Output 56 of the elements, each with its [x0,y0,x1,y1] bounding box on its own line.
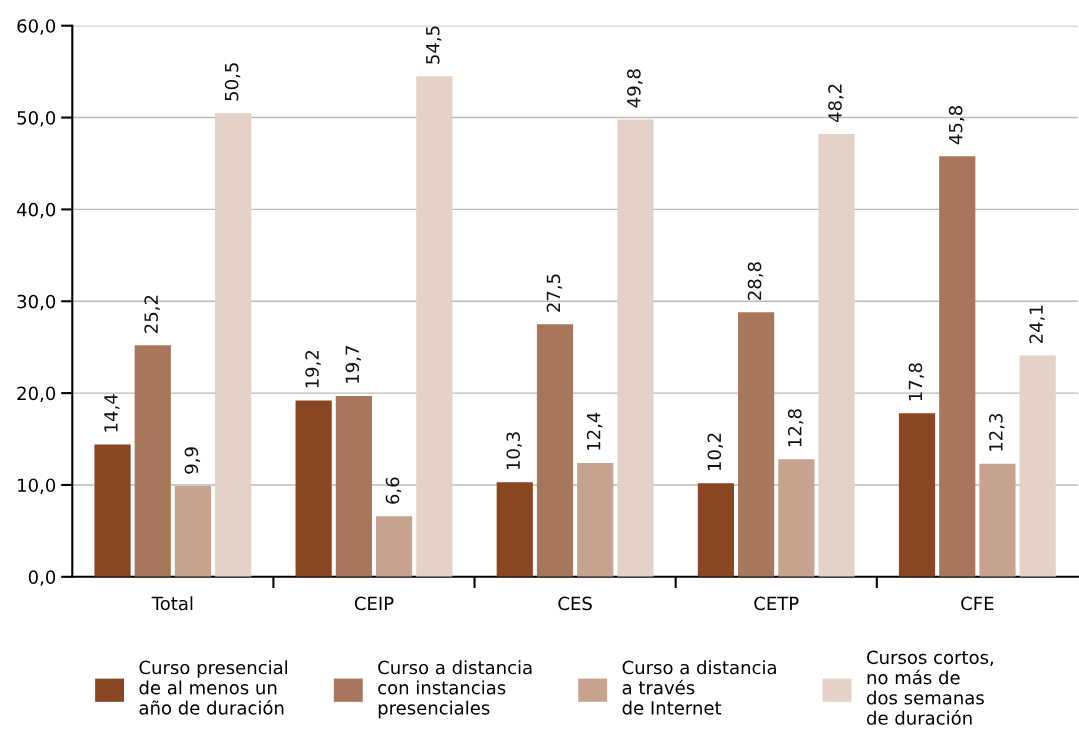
bar [94,444,131,577]
bar [778,459,815,577]
x-tick-label: CEIP [354,596,394,611]
bar [375,516,413,577]
data-label: 12,8 [787,409,804,447]
bar [335,395,372,577]
legend-label: Curso a distancia con instancias presenciales [378,660,532,719]
data-label: 25,2 [144,295,160,333]
bar [215,112,252,577]
x-tick-label: CFE [961,596,994,611]
data-label: 28,8 [747,262,764,300]
bar [697,483,734,577]
y-tick-label: 50,0 [17,111,56,127]
data-label: 10,3 [506,432,522,470]
bar [577,462,614,577]
data-label: 48,2 [828,84,844,123]
bar [536,324,574,577]
data-label: 12,3 [989,413,1005,451]
x-tick-label: Total [151,596,193,611]
data-label: 6,6 [385,477,402,504]
bar [617,119,654,577]
legend-label: Curso a distancia a través de Internet [622,660,776,715]
data-label: 17,8 [908,363,925,401]
bar [174,485,212,577]
y-tick-label: 40,0 [17,202,56,219]
data-label: 19,7 [345,346,361,383]
data-label: 49,8 [627,69,643,108]
bar [979,463,1016,577]
data-label: 54,5 [426,26,442,64]
y-tick-label: 0,0 [28,570,56,586]
bar [416,76,453,577]
x-tick-label: CES [558,596,592,611]
y-tick-label: 10,0 [18,478,56,494]
data-label: 14,4 [104,394,120,432]
data-label: 45,8 [948,106,965,145]
y-tick-label: 30,0 [17,294,56,311]
data-label: 50,5 [224,63,241,101]
data-label: 19,2 [305,350,321,388]
bar [818,134,855,577]
data-label: 12,4 [586,412,603,450]
bar [738,312,775,577]
bar [496,482,533,577]
data-label: 27,5 [546,274,563,312]
bar [898,413,936,577]
legend-label: Cursos cortos, no más de dos semanas de duración [867,650,993,725]
bar [295,400,332,577]
bar [134,345,171,577]
y-tick-label: 60,0 [17,19,56,35]
data-label: 10,2 [707,433,723,471]
bar [939,156,976,577]
y-tick-label: 20,0 [17,386,56,403]
data-label: 24,1 [1029,305,1045,344]
data-label: 9,9 [184,447,201,474]
x-tick-label: CETP [754,596,799,611]
bar [1019,355,1056,577]
legend-label: Curso presencial de al menos un año de duración [139,660,288,715]
